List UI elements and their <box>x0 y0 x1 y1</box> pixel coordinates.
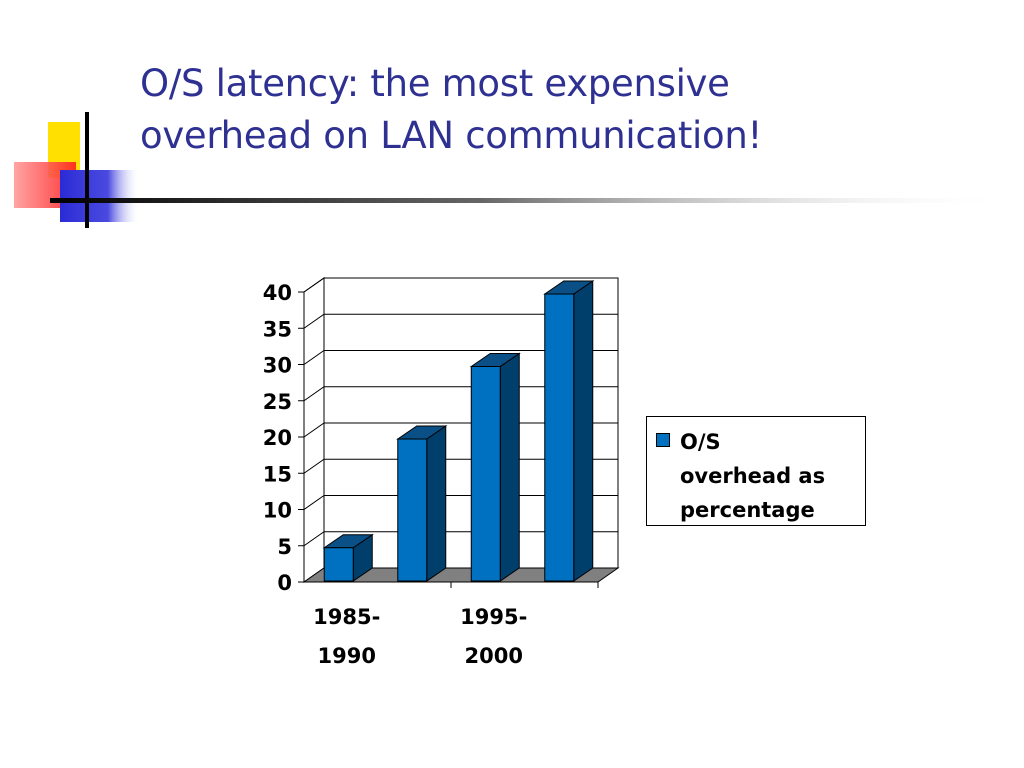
bar-side <box>499 352 520 582</box>
gridline <box>303 386 618 402</box>
y-tick-label: 10 <box>263 499 292 523</box>
bar-front <box>323 547 354 582</box>
y-tick-label: 40 <box>263 281 292 305</box>
x-category-label: 2000 <box>465 644 523 668</box>
gridline <box>303 350 618 365</box>
bar <box>543 280 595 582</box>
slide-title: O/S latency: the most expensive overhead… <box>140 58 1000 162</box>
deco-vertical-line <box>85 112 89 228</box>
x-category-label: 1985- <box>313 605 380 629</box>
y-tick-label: 20 <box>263 426 292 450</box>
deco-blue-square <box>60 170 140 222</box>
gridline <box>303 458 618 474</box>
legend-line: O/S <box>680 430 721 454</box>
gridline <box>303 531 618 547</box>
y-tick-label: 35 <box>263 317 292 341</box>
legend-label: O/S overhead as percentage <box>680 425 865 527</box>
bar-front <box>544 293 575 582</box>
gridline <box>303 422 618 438</box>
gridline <box>303 495 618 510</box>
x-category-label: 1990 <box>318 644 376 668</box>
bar-side <box>426 425 447 582</box>
bar-front <box>470 366 501 582</box>
bar <box>469 352 521 582</box>
x-category-label: 1995- <box>460 605 527 629</box>
legend-swatch <box>656 433 670 447</box>
y-tick-label: 0 <box>277 571 292 595</box>
title-line-2: overhead on LAN communication! <box>140 114 763 157</box>
deco-horizontal-rule <box>50 198 1010 203</box>
y-tick-label: 30 <box>263 354 292 378</box>
title-line-1: O/S latency: the most expensive <box>140 62 730 105</box>
bar-front <box>397 438 428 582</box>
decorative-logo <box>14 112 1010 228</box>
gridline <box>303 313 618 329</box>
gridline <box>303 277 618 293</box>
y-tick-label: 15 <box>263 462 292 486</box>
y-tick-label: 25 <box>263 390 292 414</box>
bar-side <box>573 280 594 582</box>
bar <box>322 533 374 582</box>
chart-legend: O/S overhead as percentage <box>646 416 866 526</box>
legend-line: percentage <box>680 498 815 522</box>
bar <box>396 425 448 582</box>
y-tick-label: 5 <box>277 535 292 559</box>
legend-line: overhead as <box>680 464 826 488</box>
